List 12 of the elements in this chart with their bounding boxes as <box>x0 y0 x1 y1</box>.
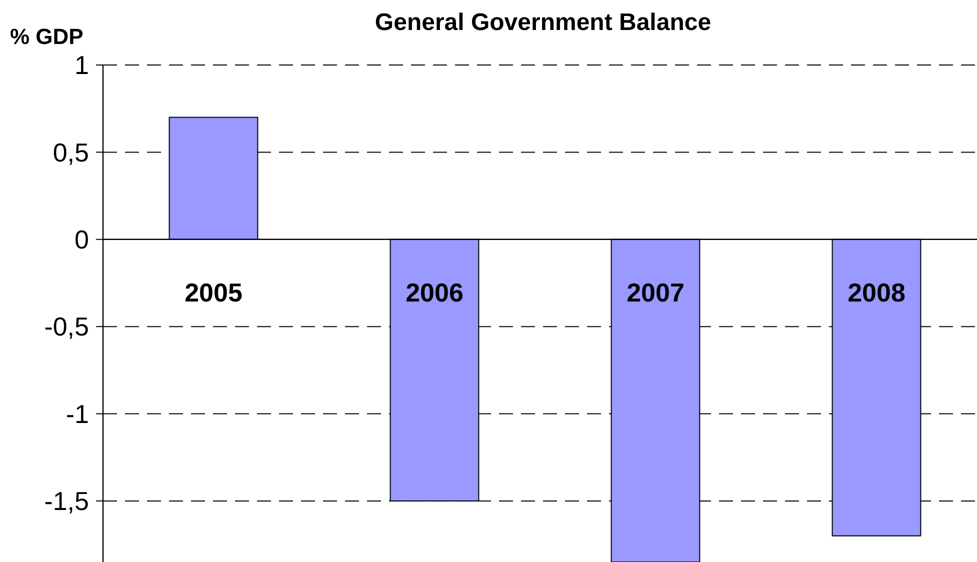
x-tick-label: 2008 <box>848 277 906 308</box>
x-tick-label: 2007 <box>626 277 684 308</box>
y-tick-label: 0,5 <box>52 137 89 168</box>
y-axis-title: % GDP <box>10 24 84 49</box>
y-tick-label: -0,5 <box>44 312 89 342</box>
y-tick-label: -1,5 <box>44 486 89 516</box>
y-tick-label: 1 <box>74 50 89 80</box>
x-tick-label: 2005 <box>184 277 242 308</box>
x-tick-label: 2006 <box>406 277 464 308</box>
y-tick-label: -1 <box>66 398 89 429</box>
chart-title: General Government Balance <box>374 9 712 36</box>
y-tick-label: 0 <box>74 224 89 254</box>
